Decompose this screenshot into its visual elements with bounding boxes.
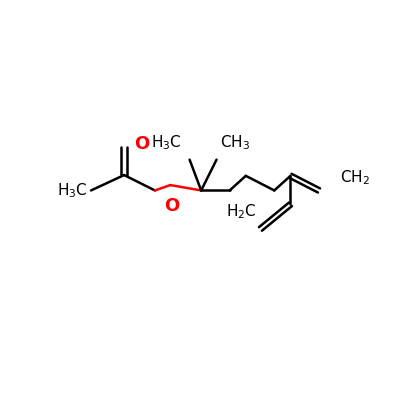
Text: H$_2$C: H$_2$C [226, 202, 256, 221]
Text: CH$_2$: CH$_2$ [340, 169, 370, 188]
Text: H$_3$C: H$_3$C [151, 133, 182, 152]
Text: O: O [134, 135, 150, 153]
Text: O: O [164, 197, 180, 215]
Text: H$_3$C: H$_3$C [56, 181, 87, 200]
Text: CH$_3$: CH$_3$ [220, 133, 250, 152]
